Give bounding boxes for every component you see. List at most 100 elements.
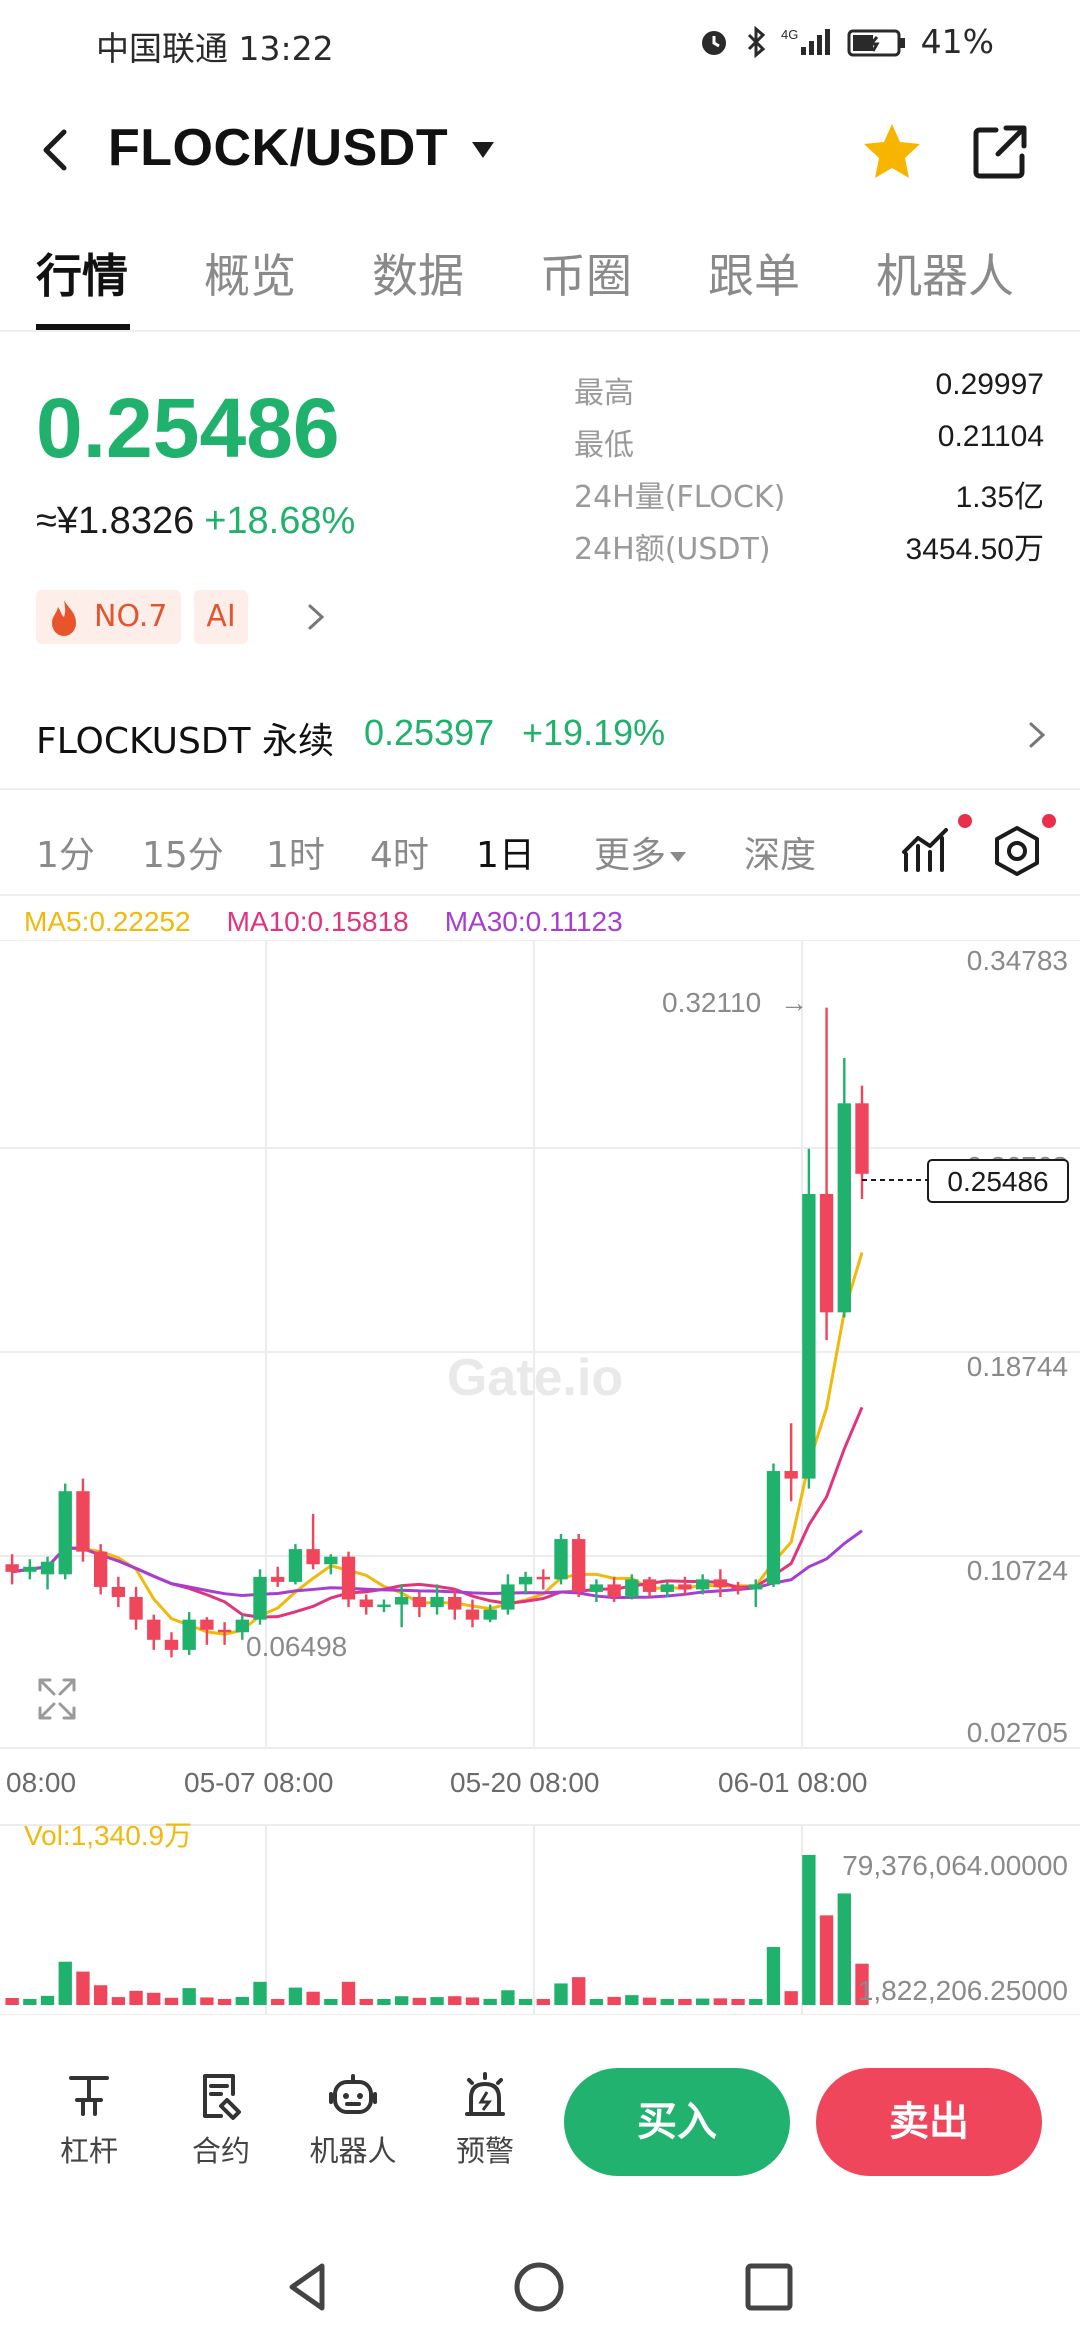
volume-bar <box>589 1999 604 2005</box>
volume-bar <box>5 1997 19 2005</box>
interval-1h[interactable]: 1时 <box>266 835 325 876</box>
ma30-label: MA30:0.11123 <box>444 906 623 937</box>
candle-body <box>306 1549 320 1565</box>
indicator-icon[interactable] <box>900 824 952 876</box>
nav-back-icon[interactable] <box>274 2252 344 2322</box>
candle-body <box>324 1556 338 1565</box>
candle-body <box>642 1579 657 1592</box>
interval-15m[interactable]: 15分 <box>142 835 224 876</box>
buy-button[interactable]: 买入 <box>564 2068 790 2176</box>
candle-body <box>448 1596 462 1610</box>
main-tabs: 行情 概览 数据 币圈 跟单 机器人 <box>0 228 1080 332</box>
interval-more[interactable]: 更多 <box>594 826 687 878</box>
volume-bar <box>819 1915 834 2005</box>
expand-icon[interactable] <box>38 1678 76 1720</box>
nav-home-icon[interactable] <box>504 2252 574 2322</box>
y-axis: 0.34783 0.26763 0.18744 0.10724 0.02705 <box>967 945 1068 1748</box>
interval-bar: 1分 15分 1时 4时 1日 更多 深度 <box>0 800 1080 896</box>
ma5-line <box>11 1251 864 1636</box>
candles <box>5 1007 869 1658</box>
interval-1d[interactable]: 1日 <box>476 835 535 876</box>
candle-body <box>412 1596 427 1608</box>
battery-percent: 41% <box>920 22 994 61</box>
robot-button[interactable]: 机器人 <box>298 2070 408 2170</box>
svg-text:4G: 4G <box>781 27 798 42</box>
volume-bar <box>111 1997 126 2005</box>
ai-tag[interactable]: AI <box>194 590 248 644</box>
pair-title[interactable]: FLOCK/USDT <box>108 119 449 177</box>
caret-down-icon[interactable] <box>470 140 496 160</box>
settings-icon[interactable] <box>990 824 1044 878</box>
volume-bar <box>58 1961 72 2005</box>
candle-body <box>341 1556 356 1600</box>
nav-recents-icon[interactable] <box>734 2252 804 2322</box>
candle-body <box>430 1596 444 1608</box>
volume-bar <box>235 1996 249 2005</box>
star-icon[interactable] <box>860 120 924 184</box>
chevron-right-icon[interactable] <box>300 600 330 634</box>
back-icon[interactable] <box>30 120 80 180</box>
candle-body <box>58 1491 72 1575</box>
contract-button[interactable]: 合约 <box>166 2070 276 2170</box>
sell-button[interactable]: 卖出 <box>816 2068 1042 2176</box>
candle-body <box>572 1539 586 1592</box>
low-marker-label: 0.06498 <box>246 1631 347 1662</box>
status-carrier-time: 中国联通 13:22 <box>96 29 334 68</box>
volume-bars <box>5 1855 869 2005</box>
share-icon[interactable] <box>968 120 1032 184</box>
interval-4h[interactable]: 4时 <box>370 835 429 876</box>
volume-bar <box>288 1987 303 2005</box>
volume-bar <box>253 1981 267 2005</box>
stats-panel: 最高 0.29997 最低 0.21104 24H量(FLOCK) 1.35亿 … <box>574 368 1044 576</box>
volume-bar <box>483 1998 497 2005</box>
current-price-box <box>927 1159 1069 1203</box>
interval-1m[interactable]: 1分 <box>36 835 95 876</box>
perpetual-row[interactable]: FLOCKUSDT 永续 0.25397 +19.19% <box>0 690 1080 790</box>
rank-tag[interactable]: NO.7 <box>36 590 182 644</box>
volume-bar <box>147 1992 161 2005</box>
stat-amount: 24H额(USDT) 3454.50万 <box>574 524 1044 576</box>
tab-coin-circle[interactable]: 币圈 <box>540 249 632 303</box>
volume-bar <box>93 1985 108 2005</box>
volume-bar <box>625 1995 639 2005</box>
volume-bar <box>731 1999 745 2005</box>
tab-overview[interactable]: 概览 <box>204 249 296 303</box>
kline-chart[interactable]: Gate.io 0.34783 0.26763 0.18744 0.10724 … <box>0 940 1080 2015</box>
chevron-right-icon <box>1029 722 1046 748</box>
tab-data[interactable]: 数据 <box>372 249 464 303</box>
signal-4g-icon: 4G <box>781 27 830 55</box>
candle-body <box>625 1579 639 1597</box>
volume-bar <box>377 1999 391 2005</box>
interval-more-label: 更多 <box>594 835 667 876</box>
x-tick-label: 06-01 08:00 <box>718 1767 867 1798</box>
tab-market[interactable]: 行情 <box>36 249 128 303</box>
volume-bar <box>660 1999 674 2005</box>
interval-depth[interactable]: 深度 <box>744 835 817 876</box>
volume-bar <box>129 1990 143 2005</box>
perpetual-name: FLOCKUSDT 永续 <box>36 721 334 762</box>
candle-body <box>235 1619 249 1633</box>
volume-min-label: 1,822,206.25000 <box>858 1975 1068 2006</box>
candle-body <box>5 1564 19 1572</box>
alert-button[interactable]: 预警 <box>430 2070 540 2170</box>
volume-bar <box>359 1999 373 2005</box>
tab-copy-trade[interactable]: 跟单 <box>708 249 800 303</box>
robot-label: 机器人 <box>309 2134 397 2168</box>
candle-body <box>554 1539 568 1580</box>
stat-label: 最低 <box>574 428 634 463</box>
tab-robot[interactable]: 机器人 <box>876 249 1014 303</box>
leverage-label: 杠杆 <box>59 2134 118 2168</box>
alert-icon <box>465 2072 505 2116</box>
last-price: 0.25486 <box>36 381 340 475</box>
volume-bar <box>518 1999 533 2005</box>
candle-body <box>837 1103 851 1313</box>
leverage-button[interactable]: 杠杆 <box>34 2070 144 2170</box>
candle-body <box>253 1576 267 1620</box>
status-icons: 4G 41% <box>697 22 994 61</box>
volume-bar <box>749 1999 763 2005</box>
candle-body <box>182 1619 196 1650</box>
candle-body <box>483 1609 497 1620</box>
fiat-price: ≈¥1.8326 <box>36 500 195 542</box>
volume-bar <box>164 1997 179 2005</box>
x-tick-label: 05-07 08:00 <box>184 1767 333 1798</box>
